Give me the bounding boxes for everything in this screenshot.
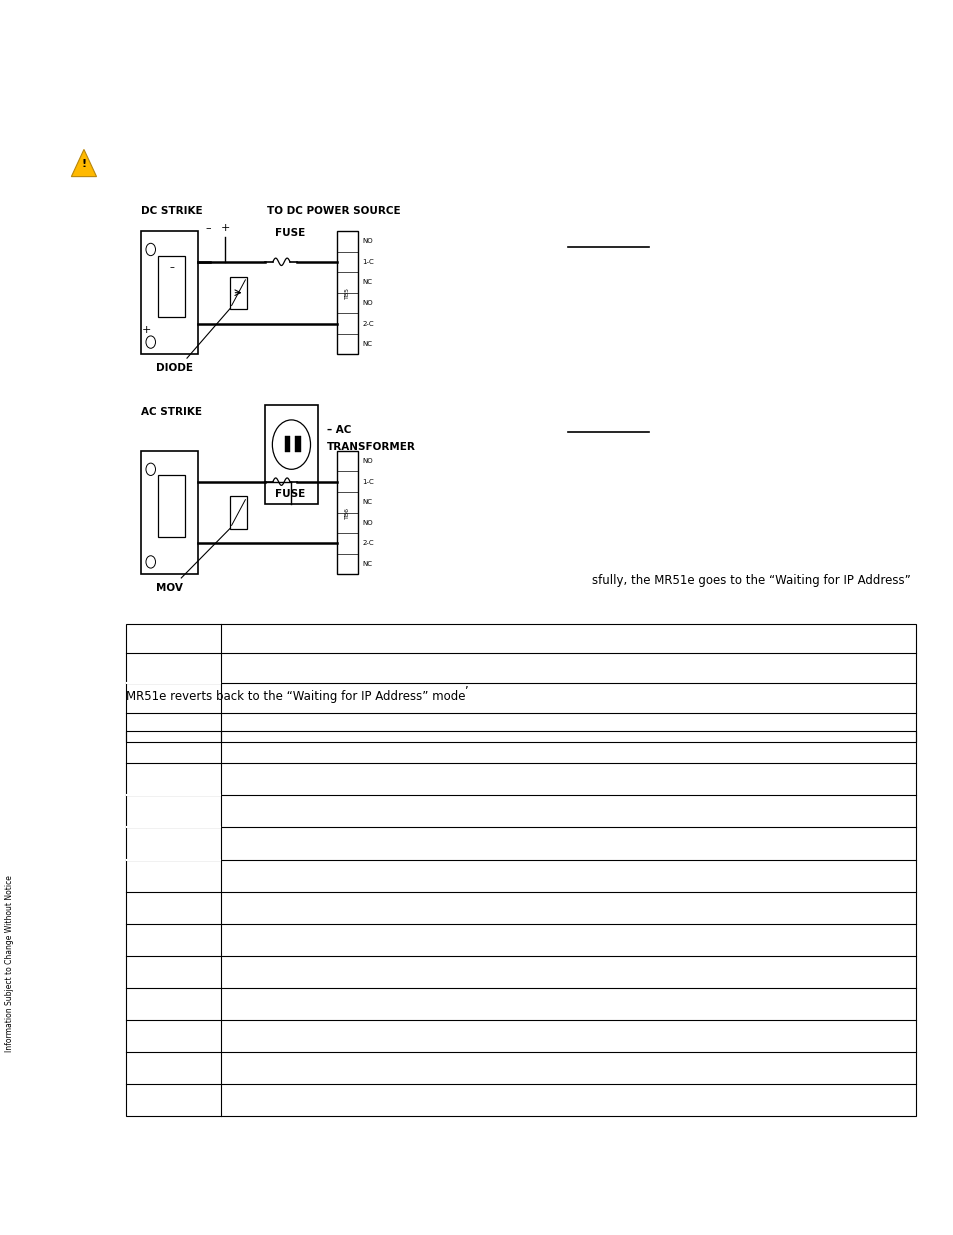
Text: Information Subject to Change Without Notice: Information Subject to Change Without No… [5,874,14,1052]
Text: TB5: TB5 [344,287,350,299]
Text: NC: NC [362,279,372,285]
Bar [158,256,185,317]
Text: FUSE: FUSE [274,228,305,238]
Bar [336,451,357,574]
Text: DIODE: DIODE [155,363,193,373]
Bar [230,496,247,529]
Text: –: – [205,224,211,233]
Bar [285,436,290,452]
Text: NO: NO [362,238,373,245]
Bar [126,624,915,742]
Text: –: – [169,262,174,272]
Bar [126,731,915,1116]
Text: TRANSFORMER: TRANSFORMER [327,442,416,452]
Polygon shape [71,149,96,177]
Text: MOV: MOV [155,583,182,593]
Text: 2-C: 2-C [362,541,374,546]
Bar [141,451,198,574]
Text: NC: NC [362,341,372,347]
Text: NO: NO [362,300,373,306]
Text: MR51e reverts back to the “Waiting for IP Address” mode: MR51e reverts back to the “Waiting for I… [126,690,465,703]
Text: 1-C: 1-C [362,479,374,484]
Text: NO: NO [362,458,373,464]
Text: +: + [220,224,230,233]
Text: NC: NC [362,561,372,567]
Bar [265,405,317,504]
Text: AC STRIKE: AC STRIKE [141,408,202,417]
Bar [158,475,185,537]
Text: ,: , [463,678,467,690]
Text: TO DC POWER SOURCE: TO DC POWER SOURCE [267,206,400,216]
Text: !: ! [81,159,87,169]
Bar [141,231,198,354]
Bar [295,436,301,452]
Bar [230,277,247,309]
Text: NO: NO [362,520,373,526]
Text: 2-C: 2-C [362,321,374,326]
Text: sfully, the MR51e goes to the “Waiting for IP Address”: sfully, the MR51e goes to the “Waiting f… [592,574,910,587]
Text: TB6: TB6 [344,506,350,519]
Text: FUSE: FUSE [274,489,305,499]
Text: 1-C: 1-C [362,259,374,264]
Text: DC STRIKE: DC STRIKE [141,206,203,216]
Text: – AC: – AC [327,425,352,435]
Text: NC: NC [362,499,372,505]
Text: +: + [142,325,152,335]
Bar [336,231,357,354]
